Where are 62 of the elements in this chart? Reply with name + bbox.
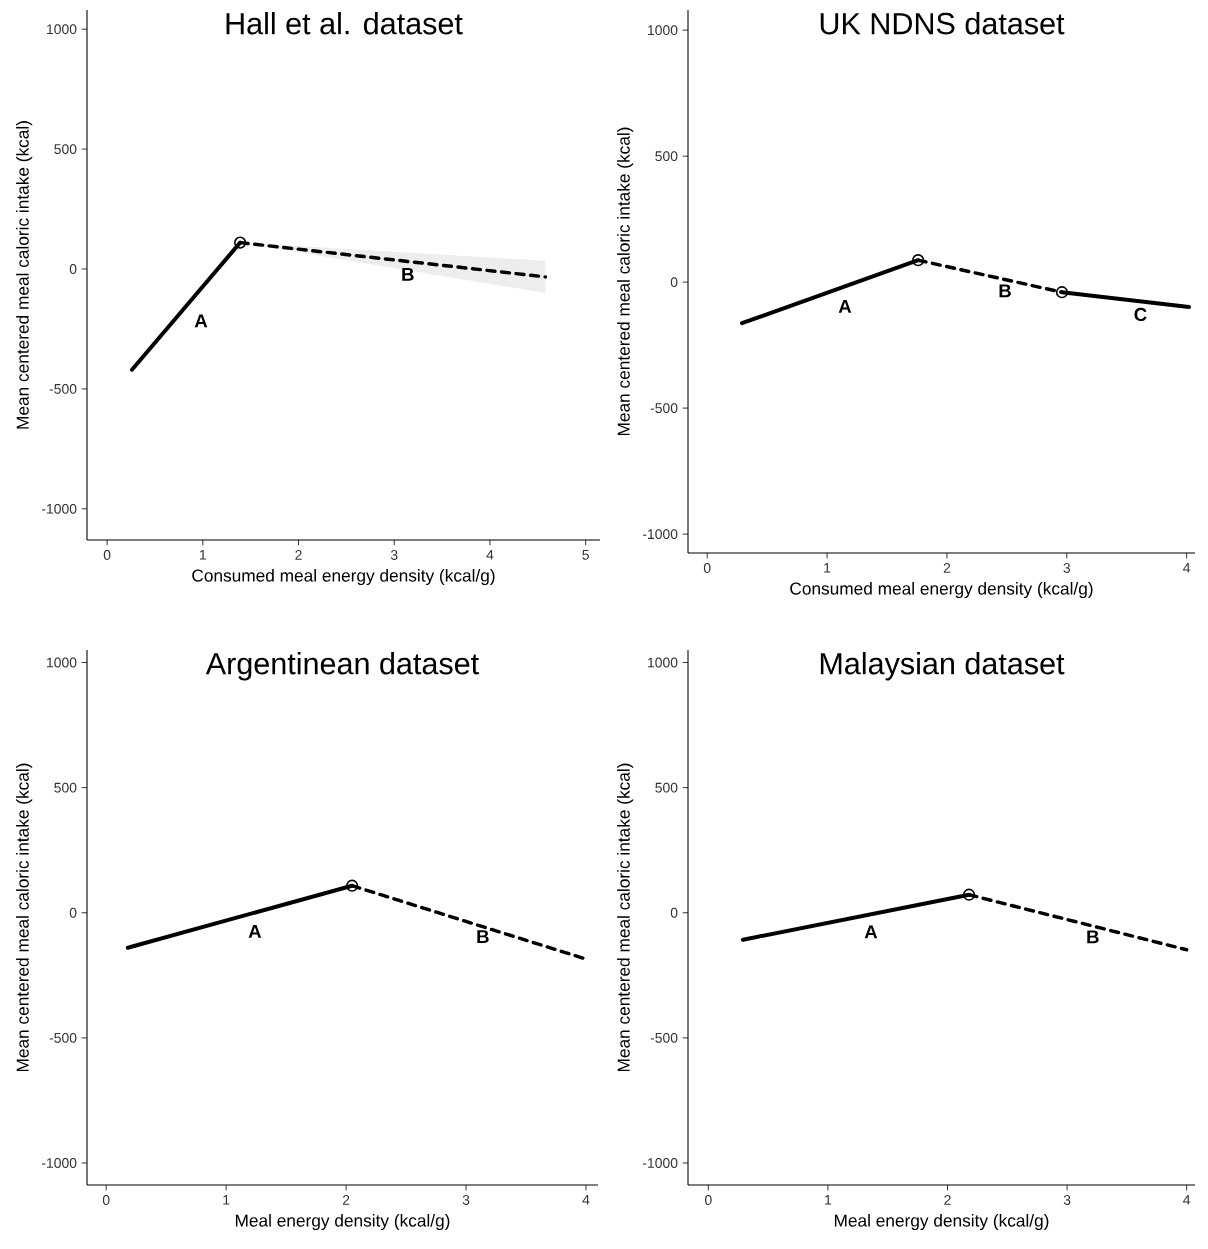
y-tick-label: 500 bbox=[655, 151, 678, 162]
y-tick-label: 1000 bbox=[47, 24, 77, 35]
x-tick-label: 2 bbox=[944, 1195, 951, 1205]
series-label: A bbox=[194, 314, 208, 328]
x-tick-label: 1 bbox=[825, 1195, 832, 1205]
x-tick-label: 0 bbox=[102, 1195, 110, 1205]
series-label: B bbox=[999, 284, 1011, 298]
x-tick-label: 2 bbox=[295, 550, 302, 560]
y-tick-label: -500 bbox=[650, 1032, 678, 1043]
y-tick-label: 500 bbox=[54, 144, 77, 155]
y-tick-label: 0 bbox=[69, 264, 77, 274]
x-tick-label: 0 bbox=[705, 1195, 712, 1205]
y-tick-label: -500 bbox=[49, 1032, 77, 1043]
x-tick-label: 2 bbox=[943, 563, 951, 573]
y-tick-label: -500 bbox=[650, 403, 678, 414]
y-tick-label: 1000 bbox=[47, 657, 77, 668]
x-axis-title: Consumed meal energy density (kcal/g) bbox=[192, 568, 495, 586]
x-tick-label: 4 bbox=[486, 550, 494, 560]
y-tick-label: 500 bbox=[655, 782, 678, 793]
x-tick-label: 5 bbox=[582, 550, 589, 560]
x-axis-title: Meal energy density (kcal/g) bbox=[235, 1214, 450, 1231]
x-axis-title: Consumed meal energy density (kcal/g) bbox=[790, 581, 1093, 599]
x-tick-label: 2 bbox=[342, 1195, 350, 1205]
x-tick-label: 3 bbox=[390, 550, 398, 560]
y-tick-label: -1000 bbox=[642, 1158, 678, 1168]
x-tick-label: 1 bbox=[223, 1195, 230, 1205]
y-tick-label: 0 bbox=[670, 907, 678, 918]
y-axis-title: Mean centered meal caloric intake (kcal) bbox=[16, 763, 33, 1072]
y-tick-label: 1000 bbox=[648, 657, 678, 668]
y-tick-label: 0 bbox=[69, 907, 77, 918]
x-tick-label: 3 bbox=[1063, 1195, 1071, 1205]
y-axis-title: Mean centered meal caloric intake (kcal) bbox=[16, 121, 33, 429]
y-tick-label: 1000 bbox=[648, 25, 678, 36]
x-tick-label: 1 bbox=[824, 563, 831, 573]
y-axis-title: Mean centered meal caloric intake (kcal) bbox=[617, 763, 634, 1072]
x-tick-label: 3 bbox=[1063, 563, 1071, 573]
series-label: B bbox=[477, 930, 489, 944]
chart-title: Argentinean dataset bbox=[205, 652, 479, 681]
x-tick-label: 4 bbox=[1183, 1195, 1191, 1205]
series-label: A bbox=[838, 299, 852, 313]
series-label: C bbox=[1134, 307, 1147, 322]
series-label: B bbox=[1087, 930, 1099, 944]
y-tick-label: 500 bbox=[54, 782, 77, 793]
y-tick-label: -1000 bbox=[642, 529, 678, 540]
x-tick-label: 4 bbox=[1183, 563, 1191, 573]
x-tick-label: 3 bbox=[462, 1195, 470, 1205]
x-tick-label: 0 bbox=[703, 563, 711, 573]
y-tick-label: -1000 bbox=[41, 503, 77, 514]
y-axis-title: Mean centered meal caloric intake (kcal) bbox=[617, 127, 634, 436]
x-tick-label: 0 bbox=[103, 550, 111, 560]
y-tick-label: 0 bbox=[670, 277, 678, 288]
y-tick-label: -1000 bbox=[41, 1158, 77, 1168]
x-tick-label: 1 bbox=[199, 550, 206, 560]
x-tick-label: 4 bbox=[582, 1195, 590, 1205]
chart-title: Hall et al. dataset bbox=[226, 12, 463, 35]
chart-title: Malaysian dataset bbox=[820, 652, 1065, 681]
series-label: B bbox=[402, 268, 414, 281]
x-axis-title: Meal energy density (kcal/g) bbox=[834, 1214, 1049, 1231]
series-label: A bbox=[864, 925, 878, 939]
series-label: A bbox=[248, 924, 262, 938]
y-tick-label: -500 bbox=[49, 383, 77, 394]
chart-title: UK NDNS dataset bbox=[820, 12, 1065, 35]
